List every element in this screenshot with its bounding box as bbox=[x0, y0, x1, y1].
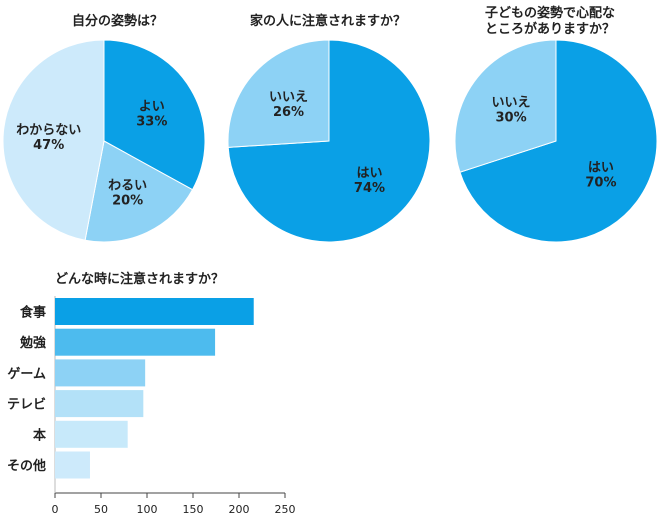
pie2-slice-1-label: いいえ bbox=[269, 90, 308, 105]
bar-title: どんな時に注意されますか？ bbox=[55, 272, 225, 287]
x-tick-label-2: 100 bbox=[137, 503, 158, 516]
bar-category-label-0: 食事 bbox=[20, 305, 46, 321]
pie1-slice-2-label: わからない bbox=[16, 123, 81, 138]
pie3-slice-1 bbox=[454, 39, 557, 173]
x-tick-label-3: 150 bbox=[183, 503, 204, 516]
pie3-slice-0-percent: 70% bbox=[585, 176, 616, 191]
bar-1 bbox=[55, 328, 216, 356]
bar-category-label-5: その他 bbox=[7, 458, 46, 474]
pie3-slice-1-label: いいえ bbox=[492, 95, 531, 110]
x-tick-label-0: 0 bbox=[52, 503, 59, 516]
pie2-slice-1-percent: 26% bbox=[273, 105, 304, 120]
pie1-slice-2 bbox=[2, 39, 105, 241]
pie1-slice-0-percent: 33% bbox=[136, 115, 167, 130]
pie2-title: 家の人に注意されますか？ bbox=[250, 14, 407, 29]
pie3-title-line2: ところがありますか？ bbox=[485, 22, 616, 37]
x-tick-label-5: 250 bbox=[275, 503, 296, 516]
pie1-slice-1-percent: 20% bbox=[112, 193, 143, 208]
bar-category-label-3: テレビ bbox=[7, 397, 46, 413]
pie1-slice-1-label: わるい bbox=[108, 178, 147, 193]
pie3-title-line1: 子どもの姿勢で心配な bbox=[485, 6, 616, 21]
bar-4 bbox=[55, 420, 128, 448]
pie2-slice-0-percent: 74% bbox=[354, 181, 385, 196]
pie2-slice-1 bbox=[227, 39, 330, 148]
bar-category-label-2: ゲーム bbox=[7, 366, 46, 382]
pie3-slice-0 bbox=[459, 39, 658, 243]
bar-5 bbox=[55, 451, 90, 479]
bar-category-label-4: 本 bbox=[33, 427, 46, 443]
pie3-slice-0-label: はい bbox=[588, 161, 614, 176]
bar-0 bbox=[55, 298, 254, 325]
pie1-slice-0 bbox=[103, 39, 206, 191]
x-tick-label-4: 200 bbox=[229, 503, 250, 516]
pie3-slice-1-percent: 30% bbox=[495, 110, 526, 125]
bar-3 bbox=[55, 390, 144, 418]
pie1-slice-2-percent: 47% bbox=[33, 138, 64, 153]
pie1-slice-1 bbox=[84, 140, 194, 243]
pie1-slice-0-label: よい bbox=[139, 100, 165, 115]
bar-2 bbox=[55, 359, 146, 387]
pie2-slice-0-label: はい bbox=[356, 166, 382, 181]
x-tick-label-1: 50 bbox=[94, 503, 108, 516]
bar-category-label-1: 勉強 bbox=[19, 335, 46, 351]
pie1-title: 自分の姿勢は？ bbox=[72, 14, 164, 29]
